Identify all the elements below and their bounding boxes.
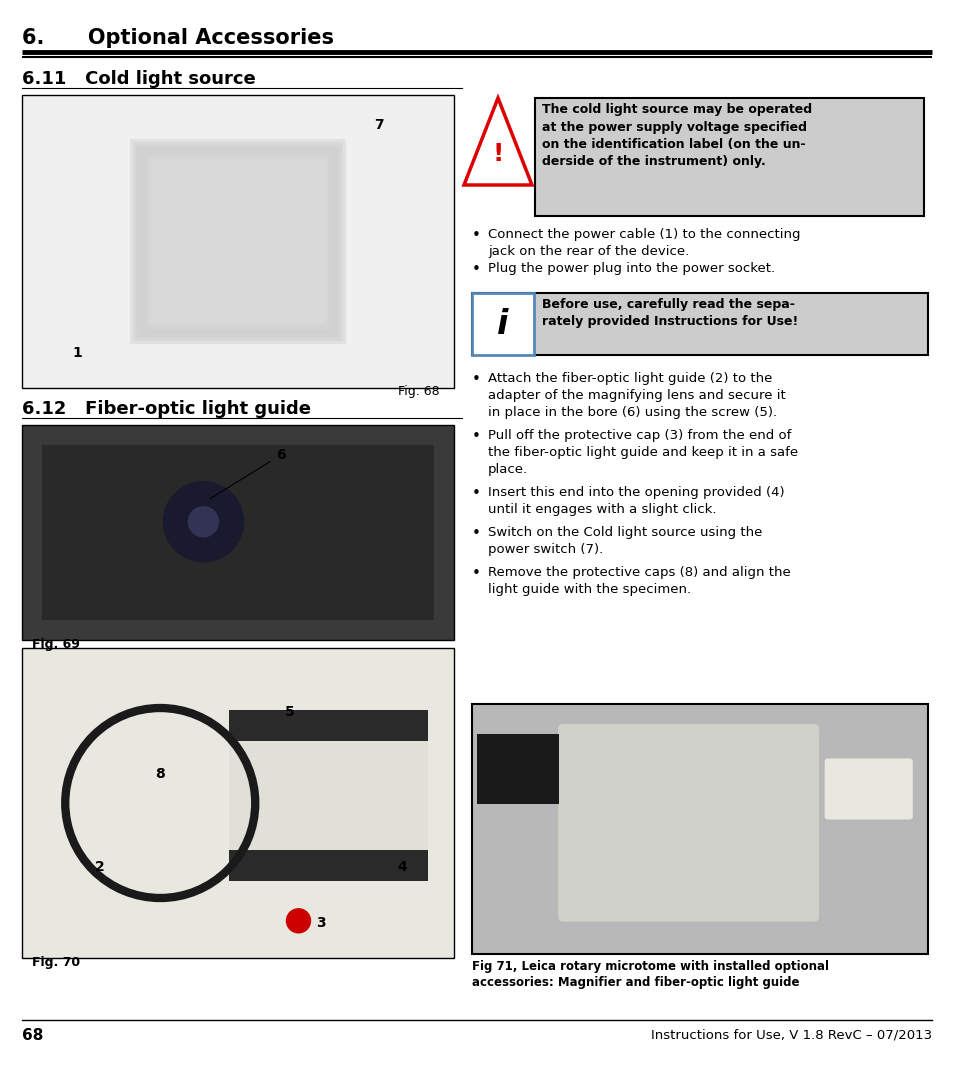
Text: 6.      Optional Accessories: 6. Optional Accessories [22, 28, 334, 48]
FancyBboxPatch shape [142, 151, 334, 332]
Text: Attach the fiber-optic light guide (​2​) to the
adapter of the magnifying lens a: Attach the fiber-optic light guide (​2​)… [488, 372, 785, 419]
Polygon shape [463, 98, 532, 185]
FancyBboxPatch shape [472, 704, 927, 954]
Text: 7: 7 [374, 118, 383, 132]
FancyBboxPatch shape [42, 445, 434, 620]
Text: Fig. 68: Fig. 68 [398, 384, 439, 399]
FancyBboxPatch shape [130, 139, 346, 345]
Text: Before use, carefully read the sepa-
rately provided Instructions for Use!: Before use, carefully read the sepa- rat… [541, 298, 798, 328]
FancyBboxPatch shape [476, 734, 558, 804]
Text: •: • [472, 526, 480, 541]
FancyBboxPatch shape [145, 154, 331, 329]
Text: Connect the power cable (​1​) to the connecting
jack on the rear of the device.: Connect the power cable (​1​) to the con… [488, 228, 800, 258]
Text: •: • [472, 486, 480, 501]
FancyBboxPatch shape [535, 98, 923, 216]
Text: 6.11   Cold light source: 6.11 Cold light source [22, 70, 255, 87]
Text: •: • [472, 262, 480, 276]
Text: 6: 6 [276, 448, 286, 462]
Text: 8: 8 [155, 767, 165, 781]
FancyBboxPatch shape [22, 426, 454, 640]
FancyBboxPatch shape [22, 95, 454, 388]
FancyBboxPatch shape [132, 141, 343, 341]
Circle shape [189, 507, 218, 537]
Text: 1: 1 [72, 346, 82, 360]
FancyBboxPatch shape [139, 148, 336, 335]
Text: •: • [472, 228, 480, 243]
FancyBboxPatch shape [151, 160, 325, 323]
Text: 5: 5 [285, 705, 294, 719]
Text: Instructions for Use, V 1.8 RevC – 07/2013: Instructions for Use, V 1.8 RevC – 07/20… [650, 1028, 931, 1041]
FancyBboxPatch shape [472, 293, 927, 355]
Text: Insert this end into the opening provided (​4​)
until it engages with a slight c: Insert this end into the opening provide… [488, 486, 783, 516]
FancyBboxPatch shape [148, 157, 328, 326]
FancyBboxPatch shape [229, 710, 428, 880]
Circle shape [163, 482, 243, 562]
FancyBboxPatch shape [558, 724, 818, 921]
Text: The cold light source may be operated
at the power supply voltage specified
on t: The cold light source may be operated at… [541, 103, 811, 168]
Text: Fig. 70: Fig. 70 [32, 956, 80, 969]
Text: accessories: Magnifier and fiber-optic light guide: accessories: Magnifier and fiber-optic l… [472, 976, 799, 989]
Text: 68: 68 [22, 1028, 43, 1043]
FancyBboxPatch shape [472, 293, 534, 355]
Text: Fig. 69: Fig. 69 [32, 638, 80, 651]
Circle shape [286, 908, 310, 933]
Text: Plug the power plug into the power socket.: Plug the power plug into the power socke… [488, 262, 774, 275]
FancyBboxPatch shape [823, 758, 912, 820]
Text: Switch on the Cold light source using the
power switch (​7​).: Switch on the Cold light source using th… [488, 526, 761, 556]
Text: •: • [472, 429, 480, 444]
Text: 2: 2 [94, 860, 105, 874]
Text: !: ! [492, 141, 503, 166]
Text: Remove the protective caps (​8​) and align the
light guide with the specimen.: Remove the protective caps (​8​) and ali… [488, 566, 790, 596]
Text: 4: 4 [396, 860, 407, 874]
FancyBboxPatch shape [229, 741, 428, 850]
Text: Pull off the protective cap (​3​) from the end of
the fiber-optic light guide an: Pull off the protective cap (​3​) from t… [488, 429, 798, 476]
FancyBboxPatch shape [22, 648, 454, 958]
FancyBboxPatch shape [136, 145, 339, 338]
Text: i: i [497, 308, 508, 340]
Text: •: • [472, 566, 480, 581]
Text: 6.12   Fiber-optic light guide: 6.12 Fiber-optic light guide [22, 400, 311, 418]
Text: Fig 71, Leica rotary microtome with installed optional: Fig 71, Leica rotary microtome with inst… [472, 960, 828, 973]
Text: •: • [472, 372, 480, 387]
Text: 3: 3 [315, 916, 325, 930]
